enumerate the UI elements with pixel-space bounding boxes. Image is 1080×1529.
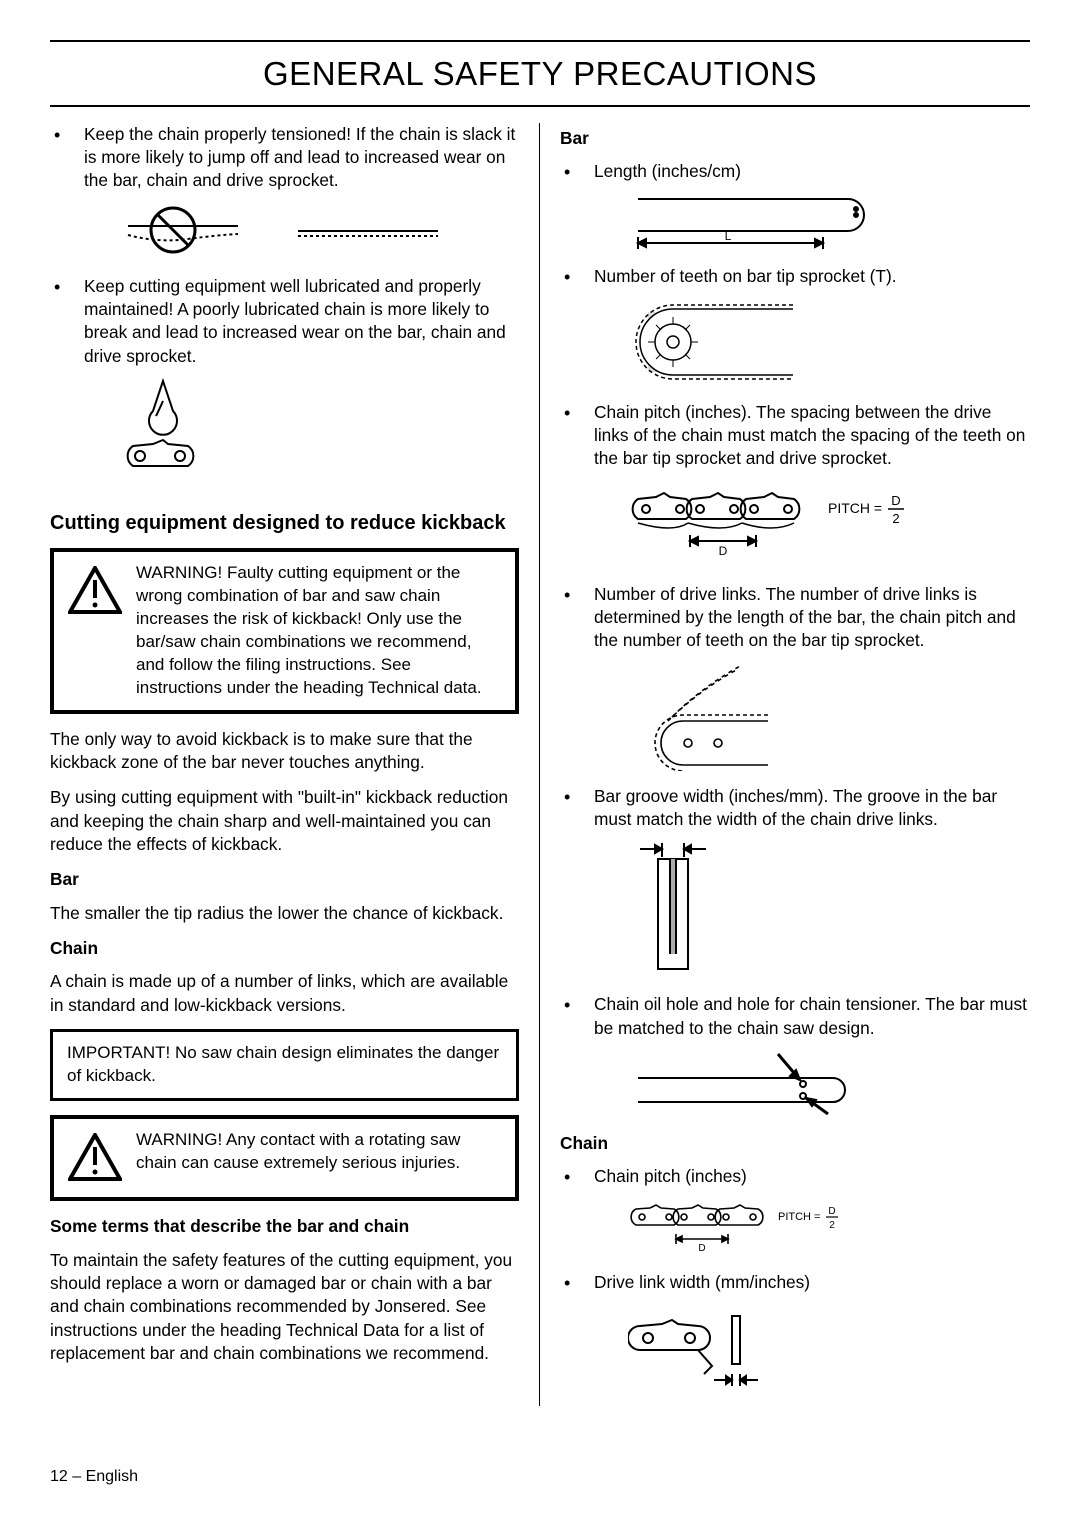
list-item: Chain oil hole and hole for chain tensio… (560, 993, 1030, 1118)
run-in-heading-terms: Some terms that describe the bar and cha… (50, 1215, 519, 1238)
list-item: Bar groove width (inches/mm). The groove… (560, 785, 1030, 980)
warning-text: WARNING! Any contact with a rotating saw… (136, 1129, 501, 1175)
body-text: Keep cutting equipment well lubricated a… (84, 276, 506, 366)
figure-groove-width (628, 839, 1030, 979)
figure-tip-sprocket (628, 297, 1030, 387)
list-item: Keep cutting equipment well lubricated a… (50, 275, 519, 496)
label-D-top: D (891, 493, 900, 508)
figure-tension (118, 201, 519, 261)
label-pitch-eq: PITCH = (828, 500, 882, 516)
body-text: The smaller the tip radius the lower the… (50, 902, 519, 925)
important-box: IMPORTANT! No saw chain design eliminate… (50, 1029, 519, 1101)
figure-chain-pitch-small: D PITCH = D 2 (628, 1197, 1030, 1257)
list-item: Length (inches/cm) (560, 160, 1030, 251)
label-D: D (698, 1243, 705, 1254)
list-item: Number of drive links. The number of dri… (560, 583, 1030, 771)
columns: Keep the chain properly tensioned! If th… (50, 123, 1030, 1407)
label-D-top: D (828, 1206, 835, 1217)
body-text: By using cutting equipment with "built-i… (50, 786, 519, 856)
page-title: GENERAL SAFETY PRECAUTIONS (50, 48, 1030, 107)
figure-drive-links (628, 661, 1030, 771)
warning-icon (68, 1133, 122, 1187)
run-in-heading-chain: Chain (50, 937, 519, 960)
label-L: L (725, 229, 732, 243)
column-left: Keep the chain properly tensioned! If th… (50, 123, 540, 1407)
figure-bar-length: L (628, 191, 1030, 251)
body-text: Number of teeth on bar tip sprocket (T). (594, 266, 897, 286)
figure-lubricate (118, 376, 519, 496)
run-in-heading-bar: Bar (50, 868, 519, 891)
label-pitch-eq: PITCH = (778, 1211, 820, 1223)
body-text: Keep the chain properly tensioned! If th… (84, 124, 515, 191)
figure-drive-link-width (628, 1302, 1030, 1392)
warning-icon (68, 566, 122, 620)
label-2-bot: 2 (892, 511, 899, 526)
body-text: The only way to avoid kickback is to mak… (50, 728, 519, 775)
body-text: Drive link width (mm/inches) (594, 1272, 810, 1292)
top-rule (50, 40, 1030, 42)
list-item: Number of teeth on bar tip sprocket (T). (560, 265, 1030, 386)
column-right: Bar Length (inches/cm) (540, 123, 1030, 1407)
heading-kickback: Cutting equipment designed to reduce kic… (50, 510, 519, 536)
warning-box: WARNING! Any contact with a rotating saw… (50, 1115, 519, 1201)
body-text: To maintain the safety features of the c… (50, 1249, 519, 1366)
list-item: Keep the chain properly tensioned! If th… (50, 123, 519, 261)
run-in-heading-bar: Bar (560, 127, 1030, 150)
body-text: Bar groove width (inches/mm). The groove… (594, 786, 997, 829)
body-text: A chain is made up of a number of links,… (50, 970, 519, 1017)
figure-oil-hole (628, 1048, 1030, 1118)
label-D: D (719, 544, 728, 558)
body-text: Length (inches/cm) (594, 161, 741, 181)
body-text: Number of drive links. The number of dri… (594, 584, 1016, 651)
warning-box: WARNING! Faulty cutting equipment or the… (50, 548, 519, 714)
body-text: Chain pitch (inches) (594, 1166, 747, 1186)
warning-text: WARNING! Faulty cutting equipment or the… (136, 562, 501, 700)
list-item: Chain pitch (inches). The spacing betwee… (560, 401, 1030, 569)
important-text: IMPORTANT! No saw chain design eliminate… (67, 1043, 499, 1085)
body-text: Chain pitch (inches). The spacing betwee… (594, 402, 1025, 469)
list-item: Chain pitch (inches) (560, 1165, 1030, 1256)
body-text: Chain oil hole and hole for chain tensio… (594, 994, 1027, 1037)
run-in-heading-chain: Chain (560, 1132, 1030, 1155)
page-footer: 12 – English (50, 1466, 1030, 1488)
label-2-bot: 2 (829, 1220, 835, 1231)
figure-chain-pitch: D PITCH = D 2 (628, 479, 1030, 569)
list-item: Drive link width (mm/inches) (560, 1271, 1030, 1392)
